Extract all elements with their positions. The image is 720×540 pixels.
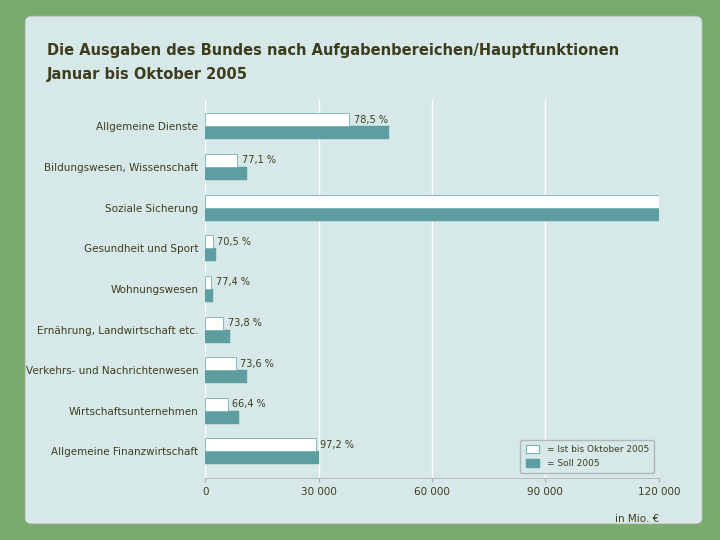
- Bar: [205, 289, 213, 302]
- Text: in Mio. €: in Mio. €: [615, 515, 659, 524]
- Text: Januar bis Oktober 2005: Januar bis Oktober 2005: [47, 68, 248, 83]
- Bar: [205, 329, 230, 342]
- Text: 73,6 %: 73,6 %: [240, 359, 274, 369]
- Bar: [205, 451, 319, 464]
- Text: Die Ausgaben des Bundes nach Aufgabenbereichen/Hauptfunktionen: Die Ausgaben des Bundes nach Aufgabenber…: [47, 43, 619, 58]
- Bar: [205, 154, 238, 167]
- Legend: = Ist bis Oktober 2005, = Soll 2005: = Ist bis Oktober 2005, = Soll 2005: [521, 440, 654, 474]
- Bar: [205, 438, 315, 451]
- Bar: [205, 276, 211, 289]
- Text: 77,4 %: 77,4 %: [215, 278, 250, 287]
- Text: 78,5 %: 78,5 %: [354, 115, 388, 125]
- Bar: [205, 126, 389, 139]
- Bar: [205, 248, 216, 261]
- Bar: [205, 235, 212, 248]
- Text: 97,2 %: 97,2 %: [320, 440, 354, 450]
- Bar: [205, 316, 223, 329]
- Bar: [205, 167, 247, 180]
- Bar: [205, 207, 720, 221]
- Text: 66,4 %: 66,4 %: [233, 400, 266, 409]
- Bar: [205, 194, 720, 207]
- Text: 70,5 %: 70,5 %: [217, 237, 251, 247]
- Bar: [205, 370, 247, 383]
- Text: 73,8 %: 73,8 %: [228, 318, 262, 328]
- Bar: [205, 357, 236, 370]
- Text: 77,1 %: 77,1 %: [242, 156, 276, 165]
- Bar: [205, 398, 228, 411]
- Bar: [205, 411, 239, 424]
- Bar: [205, 113, 349, 126]
